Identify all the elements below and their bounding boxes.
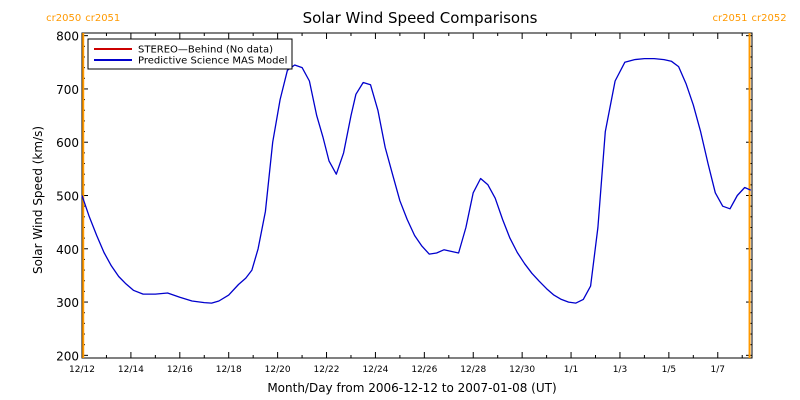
carrington-left-label: cr2050 bbox=[46, 13, 81, 24]
x-tick-label-1-3: 1/3 bbox=[613, 365, 627, 375]
series-line-mas-model bbox=[81, 57, 752, 304]
x-tick-label-12-14: 12/14 bbox=[118, 365, 144, 375]
legend-entry-0: STEREO—Behind (No data) bbox=[138, 45, 273, 56]
y-tick-label-500: 500 bbox=[56, 190, 79, 204]
y-tick-label-300: 300 bbox=[56, 296, 79, 310]
carrington-marker-label-0: cr2050 cr2051 bbox=[46, 13, 120, 24]
x-axis-label: Month/Day from 2006-12-12 to 2007-01-08 … bbox=[267, 381, 556, 395]
x-tick-label-12-22: 12/22 bbox=[314, 365, 340, 375]
x-tick-label-12-28: 12/28 bbox=[460, 365, 486, 375]
y-axis-label: Solar Wind Speed (km/s) bbox=[31, 126, 45, 274]
carrington-marker-label-1: cr2051 cr2052 bbox=[712, 13, 786, 24]
x-tick-label-12-12: 12/12 bbox=[69, 365, 95, 375]
x-tick-label-12-24: 12/24 bbox=[362, 365, 388, 375]
carrington-right-label: cr2052 bbox=[752, 13, 787, 24]
y-tick-label-800: 800 bbox=[56, 30, 79, 44]
x-tick-label-1-7: 1/7 bbox=[711, 365, 725, 375]
legend-box bbox=[87, 38, 293, 70]
x-tick-label-12-26: 12/26 bbox=[411, 365, 437, 375]
y-tick-label-400: 400 bbox=[56, 243, 79, 257]
carrington-right-label: cr2051 bbox=[85, 13, 120, 24]
y-tick-label-600: 600 bbox=[56, 136, 79, 150]
x-tick-label-12-16: 12/16 bbox=[167, 365, 193, 375]
y-tick-label-200: 200 bbox=[56, 349, 79, 363]
x-tick-label-1-1: 1/1 bbox=[564, 365, 578, 375]
x-tick-label-12-20: 12/20 bbox=[265, 365, 291, 375]
y-tick-label-700: 700 bbox=[56, 83, 79, 97]
plot-layer: 200 300 400 500 600 700 800 12/12 12/14 12/16 12/1… bbox=[46, 13, 786, 375]
x-tick-label-1-5: 1/5 bbox=[662, 365, 676, 375]
chart-title: Solar Wind Speed Comparisons bbox=[303, 9, 538, 27]
x-tick-label-12-30: 12/30 bbox=[509, 365, 535, 375]
x-tick-label-12-18: 12/18 bbox=[216, 365, 242, 375]
carrington-left-label: cr2051 bbox=[712, 13, 747, 24]
legend-entry-1: Predictive Science MAS Model bbox=[138, 56, 287, 67]
